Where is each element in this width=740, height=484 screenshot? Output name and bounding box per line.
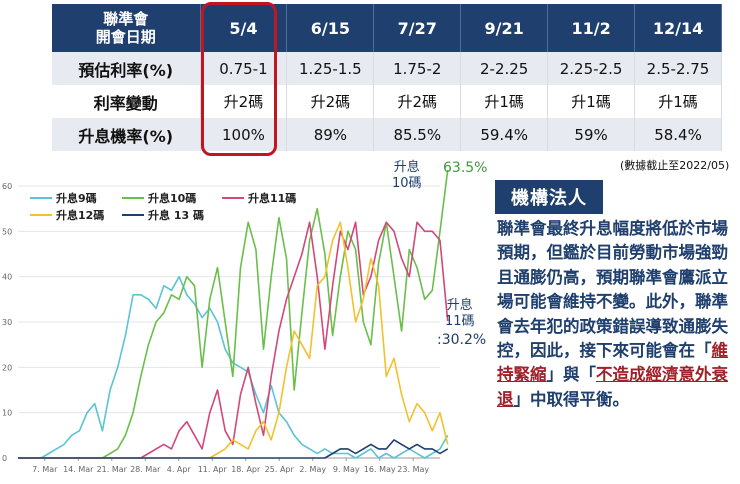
table-cell: 升1碼 (634, 85, 722, 118)
date-cell: 7/27 (373, 4, 462, 52)
x-tick-label: 2. May (299, 465, 326, 474)
y-tick-label: 40 (2, 273, 12, 282)
x-tick-label: 25. Apr (265, 465, 295, 474)
meeting-date-header: 聯準會 開會日期 (52, 4, 201, 52)
fomc-table: 聯準會 開會日期 5/4 6/15 7/27 9/21 11/2 12/14 預… (52, 4, 722, 151)
hike10-label: 升息 10碼 (392, 160, 422, 191)
date-cell: 12/14 (634, 4, 722, 52)
panel-text: 」中取得平衡。 (513, 389, 630, 409)
legend-label: 升息11碼 (248, 192, 297, 205)
table-cell: 升1碼 (460, 85, 549, 118)
x-tick-label: 23. May (397, 465, 429, 474)
table-cell: 升2碼 (200, 85, 288, 118)
y-tick-label: 20 (2, 363, 12, 372)
panel-title: 機構法人 (495, 180, 603, 214)
table-cell: 2.25-2.5 (547, 52, 636, 85)
date-cell: 6/15 (286, 4, 375, 52)
legend-label: 升息10碼 (148, 192, 197, 205)
x-tick-label: 7. Mar (32, 465, 58, 474)
table-cell: 1.25-1.5 (286, 52, 375, 85)
table-cell: 升1碼 (547, 85, 636, 118)
date-cell: 5/4 (200, 4, 288, 52)
row-label: 利率變動 (52, 85, 201, 118)
y-tick-label: 30 (2, 318, 12, 327)
table-cell: 59.4% (460, 118, 549, 151)
panel-body: 聯準會最終升息幅度將低於市場預期，但鑑於目前勞動市場強勁且通膨仍高，預期聯準會鷹… (497, 217, 735, 412)
x-tick-label: 14. Mar (63, 465, 94, 474)
legend-item: 升息10碼 (122, 190, 196, 206)
table-cell: 100% (200, 118, 288, 151)
table-row: 預估利率(%) 0.75-1 1.25-1.5 1.75-2 2-2.25 2.… (52, 52, 722, 85)
hike-probability-chart: 0 10 20 30 40 50 60 7. Mar 14. Mar 21. Mar 28. Mar… (2, 170, 449, 474)
emphasis-maintain-tightening: 維持緊縮 (497, 341, 728, 385)
x-tick-label: 21. Mar (97, 465, 128, 474)
y-tick-label: 60 (2, 182, 12, 191)
series-line (18, 439, 449, 459)
table-cell: 2.5-2.75 (634, 52, 722, 85)
table-cell: 升2碼 (373, 85, 462, 118)
legend-swatch (30, 214, 52, 216)
y-tick-label: 50 (2, 227, 12, 236)
x-tick-label: 16. May (364, 465, 396, 474)
table-row: 升息機率(%) 100% 89% 85.5% 59.4% 59% 58.4% (52, 118, 722, 151)
legend-label: 升息12碼 (56, 209, 105, 222)
hike11-value: :30.2% (437, 332, 487, 348)
legend-item: 升息 13 碼 (122, 207, 204, 223)
legend-item: 升息12碼 (30, 207, 104, 223)
highlight-box (201, 2, 277, 156)
emphasis-no-recession: 不造成經濟意外衰退 (497, 365, 728, 409)
legend-swatch (122, 214, 144, 216)
table-cell: 2-2.25 (460, 52, 549, 85)
x-tick-label: 28. Mar (130, 465, 161, 474)
x-tick-label: 4. Apr (167, 465, 192, 474)
table-cell: 59% (547, 118, 636, 151)
legend-swatch (222, 197, 244, 199)
panel-text: 」與「 (546, 365, 597, 385)
x-tick-label: 18. Apr (231, 465, 261, 474)
legend-swatch (30, 197, 52, 199)
table-header-row: 聯準會 開會日期 5/4 6/15 7/27 9/21 11/2 12/14 (52, 4, 722, 52)
panel-text: 聯準會最終升息幅度將低於市場預期，但鑑於目前勞動市場強勁且通膨仍高，預期聯準會鷹… (497, 219, 728, 361)
date-cell: 11/2 (547, 4, 636, 52)
x-tick-label: 9. May (333, 465, 360, 474)
y-tick-label: 10 (2, 409, 12, 418)
table-cell: 85.5% (373, 118, 462, 151)
row-label: 預估利率(%) (52, 52, 201, 85)
legend-item: 升息11碼 (222, 190, 296, 206)
legend-item: 升息9碼 (30, 190, 97, 206)
legend-label: 升息 13 碼 (148, 209, 204, 222)
hike11-label: 升息 11碼 (445, 298, 475, 329)
data-cutoff-note: (數據截止至2022/05) (620, 159, 730, 172)
legend-label: 升息9碼 (56, 192, 97, 205)
hike10-value: 63.5% (443, 160, 488, 176)
table-row: 利率變動 升2碼 升2碼 升2碼 升1碼 升1碼 升1碼 (52, 85, 722, 118)
y-tick-label: 0 (2, 454, 7, 463)
table-cell: 0.75-1 (200, 52, 288, 85)
row-label: 升息機率(%) (52, 118, 201, 151)
table-cell: 58.4% (634, 118, 722, 151)
date-cell: 9/21 (460, 4, 549, 52)
table-cell: 升2碼 (286, 85, 375, 118)
legend-swatch (122, 197, 144, 199)
table-cell: 89% (286, 118, 375, 151)
series-line (18, 275, 449, 459)
table-cell: 1.75-2 (373, 52, 462, 85)
x-tick-label: 11. Apr (198, 465, 228, 474)
